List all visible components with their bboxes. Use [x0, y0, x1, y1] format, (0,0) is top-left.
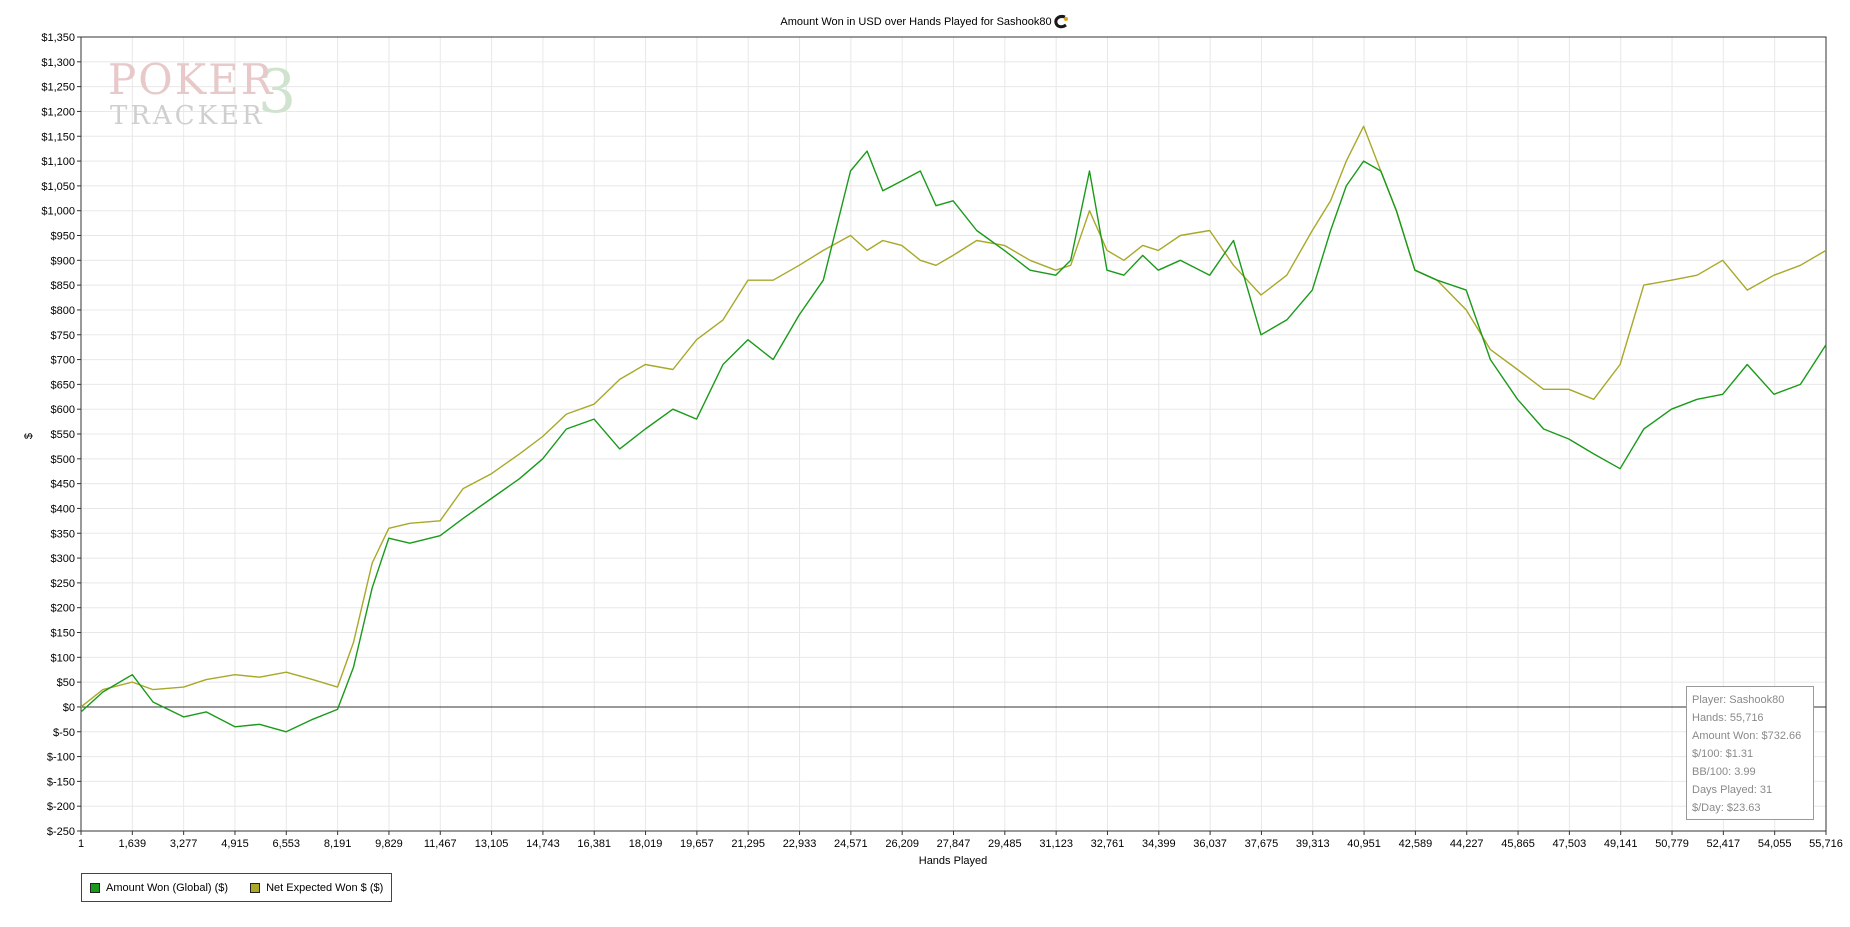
y-tick-label: $550: [51, 429, 75, 441]
x-tick-label: 52,417: [1707, 838, 1741, 850]
x-tick-label: 54,055: [1758, 838, 1792, 850]
x-tick-label: 45,865: [1501, 838, 1535, 850]
series-line-amount-won-global: [80, 150, 1827, 733]
legend-item-amount-won: Amount Won (Global) ($): [90, 882, 228, 894]
logo-line-2: TRACKER: [110, 101, 265, 131]
stat-per-100: $/100: $1.31: [1692, 748, 1754, 760]
y-tick-label: $-50: [53, 727, 75, 739]
x-tick-label: 3,277: [170, 838, 198, 850]
x-tick-label: 40,951: [1347, 838, 1381, 850]
x-tick-label: 34,399: [1142, 838, 1176, 850]
y-tick-label: $100: [51, 652, 75, 664]
c-logo-icon: [1054, 15, 1068, 29]
y-tick-label: $350: [51, 528, 75, 540]
x-tick-label: 1: [78, 838, 84, 850]
y-tick-label: $950: [51, 231, 75, 243]
y-tick-label: $600: [51, 404, 75, 416]
y-tick-label: $0: [63, 702, 75, 714]
y-tick-label: $900: [51, 255, 75, 267]
legend-swatch-net-expected: [250, 882, 261, 893]
x-tick-label: 55,716: [1809, 838, 1843, 850]
y-tick-label: $1,000: [41, 206, 75, 218]
x-tick-label: 39,313: [1296, 838, 1330, 850]
stat-bb-100: BB/100: 3.99: [1692, 766, 1756, 778]
logo-mark: 3: [258, 57, 297, 127]
stat-player: Player: Sashook80: [1692, 694, 1785, 706]
legend-item-net-expected: Net Expected Won $ ($): [250, 882, 383, 894]
x-tick-label: 26,209: [885, 838, 919, 850]
x-tick-label: 29,485: [988, 838, 1022, 850]
y-axis-label: $: [23, 433, 35, 439]
x-tick-label: 24,571: [834, 838, 868, 850]
chart-title: Amount Won in USD over Hands Played for …: [780, 16, 1051, 28]
y-tick-label: $1,100: [41, 156, 75, 168]
y-tick-label: $-250: [47, 826, 75, 838]
x-tick-label: 16,381: [577, 838, 611, 850]
x-tick-label: 13,105: [475, 838, 509, 850]
x-tick-label: 27,847: [937, 838, 971, 850]
y-tick-label: $-100: [47, 752, 75, 764]
stat-amount-won: Amount Won: $732.66: [1692, 730, 1802, 742]
y-tick-label: $1,250: [41, 82, 75, 94]
x-tick-label: 21,295: [731, 838, 765, 850]
x-tick-label: 8,191: [324, 838, 352, 850]
y-tick-label: $-150: [47, 776, 75, 788]
series-lines: [80, 125, 1827, 733]
x-tick-label: 31,123: [1039, 838, 1073, 850]
x-tick-label: 11,467: [424, 838, 457, 850]
stat-hands: Hands: 55,716: [1692, 712, 1764, 724]
series-line-net-expected-won: [80, 125, 1827, 708]
x-tick-label: 9,829: [375, 838, 403, 850]
x-tick-label: 47,503: [1553, 838, 1587, 850]
x-tick-label: 18,019: [629, 838, 663, 850]
y-tick-label: $1,300: [41, 57, 75, 69]
y-tick-label: $-200: [47, 801, 75, 813]
y-tick-label: $450: [51, 479, 75, 491]
x-tick-label: 36,037: [1193, 838, 1227, 850]
y-tick-label: $800: [51, 305, 75, 317]
legend-label-amount-won: Amount Won (Global) ($): [106, 881, 229, 894]
x-tick-label: 44,227: [1450, 838, 1484, 850]
x-tick-label: 14,743: [526, 838, 560, 850]
x-tick-label: 19,657: [680, 838, 714, 850]
y-tick-label: $1,200: [41, 106, 75, 118]
x-tick-label: 50,779: [1655, 838, 1689, 850]
x-tick-label: 49,141: [1604, 838, 1638, 850]
stat-days-played: Days Played: 31: [1692, 784, 1773, 796]
chart-legend: Amount Won (Global) ($) Net Expected Won…: [81, 873, 393, 902]
y-tick-label: $200: [51, 603, 75, 615]
x-tick-label: 37,675: [1245, 838, 1279, 850]
x-axis-label: Hands Played: [919, 855, 988, 867]
y-tick-label: $1,150: [41, 131, 75, 143]
x-tick-label: 1,639: [119, 838, 147, 850]
legend-label-net-expected: Net Expected Won $ ($): [266, 881, 384, 894]
y-tick-label: $500: [51, 454, 75, 466]
y-tick-label: $700: [51, 355, 75, 367]
y-tick-label: $150: [51, 628, 75, 640]
x-tick-label: 22,933: [783, 838, 817, 850]
y-tick-label: $1,050: [41, 181, 75, 193]
x-tick-label: 4,915: [221, 838, 249, 850]
y-tick-label: $400: [51, 503, 75, 515]
y-tick-label: $250: [51, 578, 75, 590]
y-tick-label: $850: [51, 280, 75, 292]
y-tick-label: $750: [51, 330, 75, 342]
x-tick-label: 42,589: [1399, 838, 1433, 850]
x-axis: 1 1,639 3,277 4,915 6,553 8,191 9,829 11,467 13,…: [78, 831, 1843, 850]
stats-box: Player: Sashook80 Hands: 55,716 Amount W…: [1686, 686, 1814, 820]
legend-swatch-amount-won: [90, 882, 100, 893]
poker-tracker-logo: 3 POKER TRACKER: [108, 55, 308, 135]
x-tick-label: 6,553: [273, 838, 301, 850]
logo-line-1: POKER: [108, 55, 275, 104]
y-tick-label: $650: [51, 379, 75, 391]
y-tick-label: $1,350: [41, 32, 75, 44]
stat-per-day: $/Day: $23.63: [1692, 802, 1761, 814]
y-tick-label: $300: [51, 553, 75, 565]
grid: [81, 37, 1826, 831]
y-axis: $1,350 $1,300 $1,250 $1,200 $1,150 $1,100 $1,0…: [41, 32, 81, 838]
y-tick-label: $50: [57, 677, 75, 689]
x-tick-label: 32,761: [1091, 838, 1125, 850]
